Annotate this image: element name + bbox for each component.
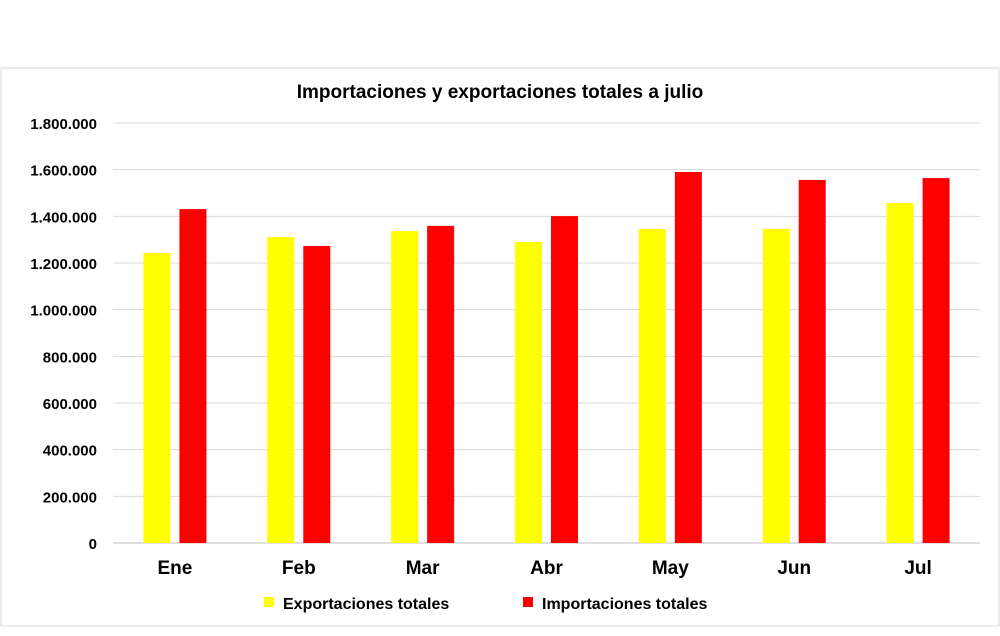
bar-exportaciones-mar (391, 231, 419, 544)
legend-swatch (523, 597, 533, 607)
x-tick-label: Feb (282, 558, 316, 579)
bar-exportaciones-jun (762, 228, 790, 543)
bar-exportaciones-feb (267, 237, 295, 543)
y-tick-label: 1.400.000 (30, 209, 97, 226)
legend-label: Importaciones totales (542, 596, 707, 613)
y-tick-label: 1.000.000 (30, 303, 97, 320)
x-tick-label: Ene (157, 558, 192, 579)
x-tick-label: Mar (406, 558, 440, 579)
bar-exportaciones-jul (886, 203, 914, 544)
x-tick-label: Abr (530, 558, 563, 579)
bar-exportaciones-ene (143, 252, 171, 543)
bar-importaciones-jun (798, 179, 826, 543)
y-tick-label: 0 (89, 536, 97, 553)
bar-importaciones-ene (179, 209, 207, 543)
x-tick-label: Jun (777, 558, 811, 579)
bar-importaciones-abr (551, 216, 578, 543)
y-tick-label: 400.000 (43, 443, 97, 460)
y-tick-label: 1.600.000 (30, 163, 97, 180)
y-tick-label: 1.200.000 (30, 256, 97, 273)
y-tick-label: 600.000 (43, 396, 97, 413)
chart-title: Importaciones y exportaciones totales a … (297, 82, 704, 103)
bar-exportaciones-may (638, 228, 666, 543)
x-tick-label: May (652, 558, 689, 579)
y-tick-label: 800.000 (43, 349, 97, 366)
bar-exportaciones-abr (515, 242, 542, 543)
legend-label: Exportaciones totales (283, 596, 449, 613)
bar-importaciones-mar (427, 225, 455, 543)
bar-importaciones-feb (303, 245, 331, 543)
y-tick-label: 1.800.000 (30, 116, 97, 133)
bar-importaciones-may (674, 172, 702, 543)
y-tick-label: 200.000 (43, 489, 97, 506)
x-tick-label: Jul (904, 558, 931, 579)
legend-swatch (264, 597, 274, 607)
bar-importaciones-jul (922, 178, 950, 544)
